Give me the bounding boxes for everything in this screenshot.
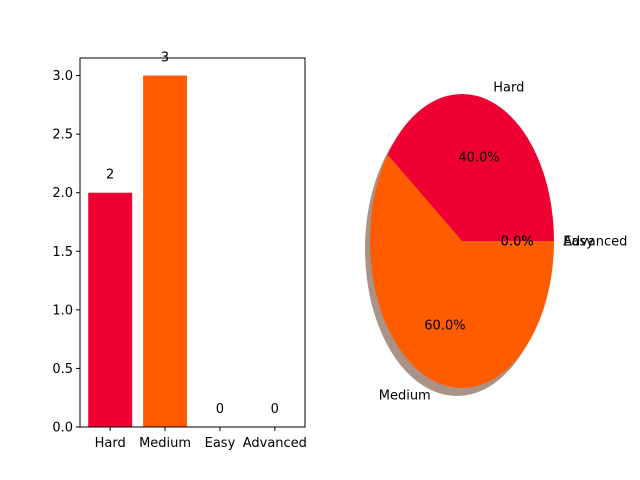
- bar-value-label: 0: [271, 402, 279, 417]
- bar-hard: [88, 192, 133, 427]
- y-tick-label: 3.0: [52, 69, 73, 84]
- axes-frame: [79, 57, 306, 428]
- x-tick-label: Advanced: [243, 436, 307, 451]
- x-tick-label: Easy: [205, 436, 236, 451]
- x-tick-label: Medium: [139, 436, 191, 451]
- pie-label: Advanced: [563, 235, 627, 250]
- pie-percent-label: 60.0%: [424, 318, 465, 333]
- y-tick-label: 0.5: [52, 362, 73, 377]
- bar-medium: [143, 75, 188, 428]
- y-tick-label: 1.0: [52, 303, 73, 318]
- y-tick-label: 0.0: [52, 421, 73, 436]
- y-tick-label: 1.5: [52, 245, 73, 260]
- pie-label: Easy: [563, 235, 594, 250]
- bar-value-label: 0: [216, 402, 224, 417]
- bar-value-label: 2: [106, 168, 114, 183]
- pie-slice-medium: [369, 154, 554, 389]
- pie-percent-label: 0.0%: [501, 235, 534, 250]
- pie-slice-hard: [387, 94, 554, 241]
- y-tick-label: 2.0: [52, 186, 73, 201]
- pie-label: Hard: [493, 81, 524, 96]
- x-tick-label: Hard: [95, 436, 126, 451]
- pie-label: Medium: [379, 388, 431, 403]
- pie-percent-label: 40.0%: [458, 151, 499, 166]
- y-tick-label: 2.5: [52, 128, 73, 143]
- pie-percent-label: 0.0%: [501, 235, 534, 250]
